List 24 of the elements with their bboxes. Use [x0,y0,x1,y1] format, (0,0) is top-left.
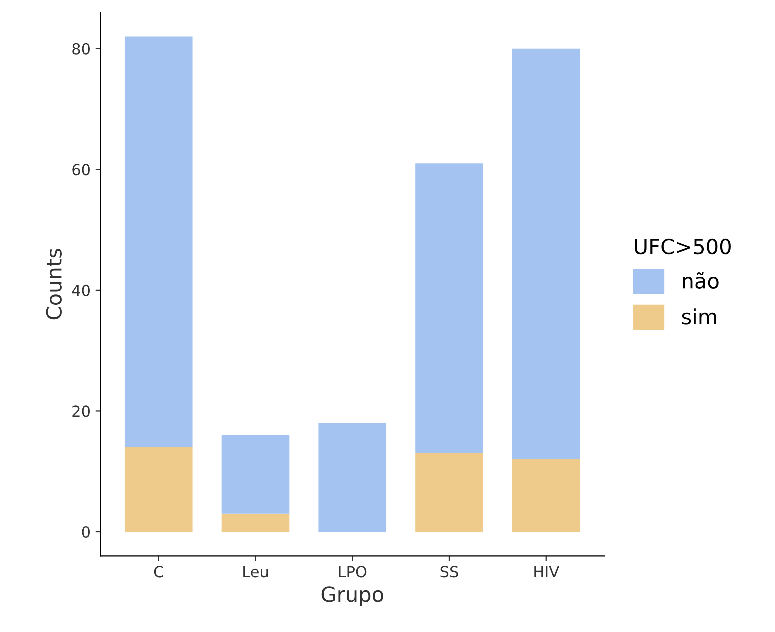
bar [124,447,193,532]
bar [416,453,484,532]
bar [512,48,580,460]
x-tick-label: LPO [339,566,367,578]
x-tick-label: HIV [534,566,560,578]
bar [512,460,580,532]
x-tick-label: Leu [244,566,268,578]
y-tick-label: 40 [72,284,90,296]
bar [222,514,290,532]
x-axis-title: Grupo [322,586,384,606]
y-tick-label: 80 [72,43,90,55]
bar [222,435,290,514]
x-tick-label: SS [440,566,458,578]
legend-title: UFC>500 [635,238,731,255]
y-tick-label: 0 [82,526,90,538]
y-tick-label: 60 [72,164,90,176]
bar [124,36,193,448]
bar [416,164,484,454]
legend-label: não [683,272,719,289]
y-tick-label: 20 [72,406,90,418]
x-tick-label: C [154,566,164,578]
bar [318,423,387,532]
legend-label: sim [682,308,716,325]
y-axis-title: Counts [46,249,62,320]
